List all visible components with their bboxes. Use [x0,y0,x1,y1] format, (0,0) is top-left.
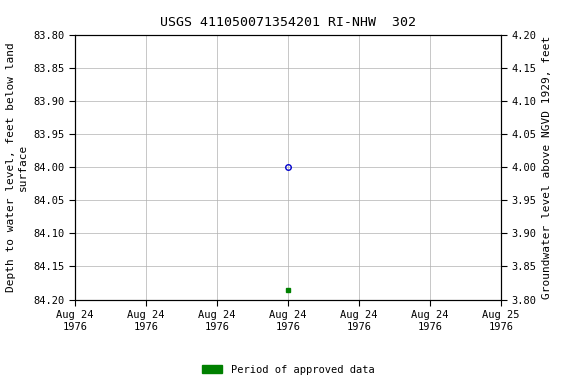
Y-axis label: Groundwater level above NGVD 1929, feet: Groundwater level above NGVD 1929, feet [542,35,552,299]
Title: USGS 411050071354201 RI-NHW  302: USGS 411050071354201 RI-NHW 302 [160,16,416,29]
Legend: Period of approved data: Period of approved data [198,361,378,379]
Y-axis label: Depth to water level, feet below land
surface: Depth to water level, feet below land su… [6,42,28,292]
